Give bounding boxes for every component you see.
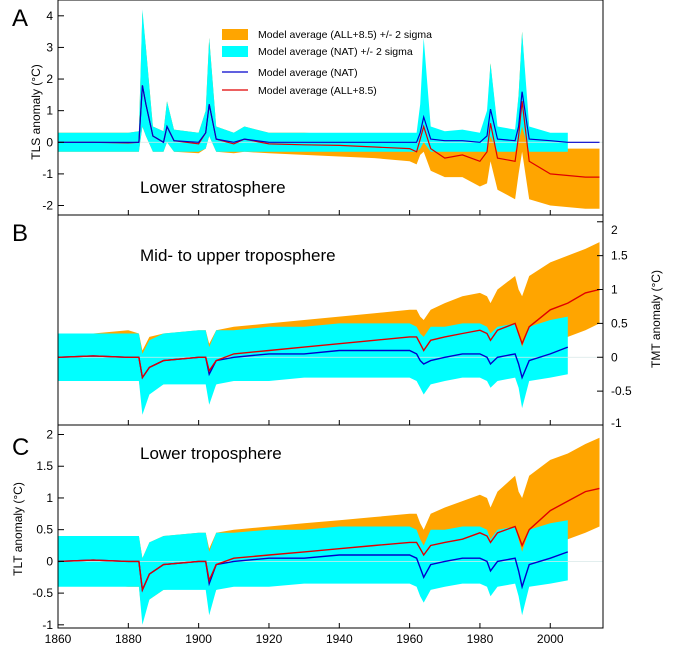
x-tick-label: 2000	[537, 632, 564, 646]
panel-lower-troposphere: -1 -0.5 0 0.5 1 1.5 2 C Lower troposphere TLT …	[11, 424, 604, 632]
series-line-nat	[58, 85, 600, 144]
y-tick-label: 1	[611, 283, 618, 297]
y-tick-label: 2	[46, 72, 53, 86]
y-tick-label: 1	[46, 104, 53, 118]
x-tick-label: 1880	[115, 632, 142, 646]
y-tick-label: -1	[42, 167, 53, 181]
y-axis-label: TLT anomaly (°C)	[11, 482, 25, 576]
series-band-nat	[58, 316, 568, 415]
panel-letter: B	[12, 220, 28, 247]
y-tick-label: -1	[42, 618, 53, 632]
y-tick-label: -0.5	[32, 586, 53, 600]
legend: Model average (ALL+8.5) +/- 2 sigma Mode…	[222, 29, 432, 97]
legend-label-nat-line: Model average (NAT)	[258, 67, 358, 79]
y-axis-label: TLS anomaly (°C)	[29, 64, 43, 160]
y-tick-label: 1.5	[611, 249, 628, 263]
legend-swatch-all-band	[222, 29, 248, 40]
y-tick-label: 2	[611, 223, 618, 237]
legend-label-nat-band: Model average (NAT) +/- 2 sigma	[258, 46, 413, 58]
y-tick-label: 4	[46, 9, 53, 23]
y-tick-label: 0	[611, 350, 618, 364]
panel-letter: C	[12, 434, 29, 461]
y-axis-label: TMT anomaly (°C)	[649, 270, 663, 368]
y-tick-label: 1	[46, 491, 53, 505]
x-tick-label: 1940	[326, 632, 353, 646]
series-line-all	[57, 288, 600, 380]
y-tick-label: 0.5	[36, 523, 53, 537]
x-tick-label: 1960	[396, 632, 423, 646]
y-tick-label: -2	[42, 199, 53, 213]
panel-title: Lower stratosphere	[140, 178, 286, 197]
panel-title: Lower troposphere	[140, 444, 282, 463]
series-line-all	[57, 487, 600, 593]
y-tick-label: 3	[46, 40, 53, 54]
legend-label-all-band: Model average (ALL+8.5) +/- 2 sigma	[258, 29, 432, 41]
y-tick-label: 1.5	[36, 459, 53, 473]
x-tick-label: 1860	[45, 632, 72, 646]
y-tick-label: -1	[611, 416, 622, 430]
legend-swatch-nat-band	[222, 46, 248, 57]
panel-letter: A	[12, 5, 28, 32]
series-band-nat	[58, 520, 568, 625]
plot-frame	[57, 424, 604, 629]
y-tick-label: 0	[46, 554, 53, 568]
panel-mid-upper-troposphere: -1 -0.5 0 0.5 1 1.5 2 B Mid- to upper troposph…	[12, 214, 663, 430]
x-tick-label: 1900	[185, 632, 212, 646]
y-tick-label: 0	[46, 135, 53, 149]
y-tick-label: -0.5	[611, 384, 632, 398]
x-axis: 1860 1880 1900 1920 1940 1960 1980 2000	[45, 632, 564, 646]
y-tick-label: 2	[46, 428, 53, 442]
series-band-nat	[58, 9, 568, 152]
panel-lower-stratosphere: -2 -1 0 1 2 3 4 A Lower stratosphere TLS anoma…	[12, 0, 604, 216]
series-band-all	[58, 12, 600, 209]
y-tick-label: 0.5	[611, 316, 628, 330]
legend-label-all-line: Model average (ALL+8.5)	[258, 85, 377, 97]
x-tick-label: 1980	[467, 632, 494, 646]
panel-title: Mid- to upper troposphere	[140, 246, 336, 265]
x-tick-label: 1920	[256, 632, 283, 646]
